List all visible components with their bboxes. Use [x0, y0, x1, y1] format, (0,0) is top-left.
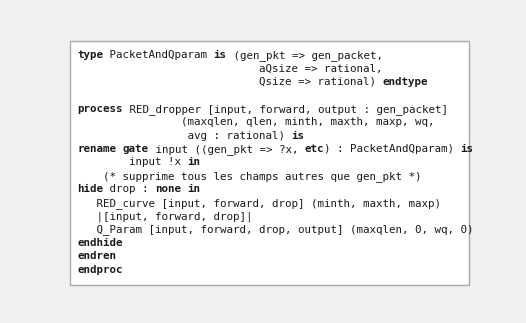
Text: Qsize => rational): Qsize => rational): [77, 77, 382, 87]
Text: endtype: endtype: [382, 77, 428, 87]
Text: (gen_pkt => gen_packet,: (gen_pkt => gen_packet,: [227, 50, 382, 61]
Text: RED_curve [input, forward, drop] (minth, maxth, maxp): RED_curve [input, forward, drop] (minth,…: [77, 198, 441, 209]
Text: is: is: [291, 130, 305, 141]
Text: |[input, forward, drop]|: |[input, forward, drop]|: [77, 211, 252, 222]
Text: endhide: endhide: [77, 238, 123, 248]
Text: drop :: drop :: [103, 184, 155, 194]
Text: avg : rational): avg : rational): [77, 130, 291, 141]
Text: endren: endren: [77, 251, 116, 261]
Text: etc: etc: [305, 144, 324, 154]
Text: process: process: [77, 104, 123, 114]
Text: Q_Param [input, forward, drop, output] (maxqlen, 0, wq, 0): Q_Param [input, forward, drop, output] (…: [77, 224, 474, 235]
Text: (maxqlen, qlen, minth, maxth, maxp, wq,: (maxqlen, qlen, minth, maxth, maxp, wq,: [77, 117, 434, 127]
Text: RED_dropper [input, forward, output : gen_packet]: RED_dropper [input, forward, output : ge…: [123, 104, 448, 115]
Text: input ((gen_pkt => ?x,: input ((gen_pkt => ?x,: [149, 144, 305, 155]
Text: none: none: [155, 184, 181, 194]
Text: rename: rename: [77, 144, 116, 154]
Text: aQsize => rational,: aQsize => rational,: [77, 63, 382, 73]
Text: ) : PacketAndQparam): ) : PacketAndQparam): [324, 144, 461, 154]
Text: is: is: [461, 144, 474, 154]
Text: type: type: [77, 50, 103, 60]
Text: endproc: endproc: [77, 265, 123, 275]
Text: in: in: [188, 157, 200, 167]
Text: (* supprime tous les champs autres que gen_pkt *): (* supprime tous les champs autres que g…: [77, 171, 422, 182]
Text: input !x: input !x: [77, 157, 188, 167]
Text: in: in: [188, 184, 200, 194]
Text: is: is: [214, 50, 227, 60]
Text: gate: gate: [123, 144, 149, 154]
Text: PacketAndQparam: PacketAndQparam: [103, 50, 214, 60]
Text: hide: hide: [77, 184, 103, 194]
